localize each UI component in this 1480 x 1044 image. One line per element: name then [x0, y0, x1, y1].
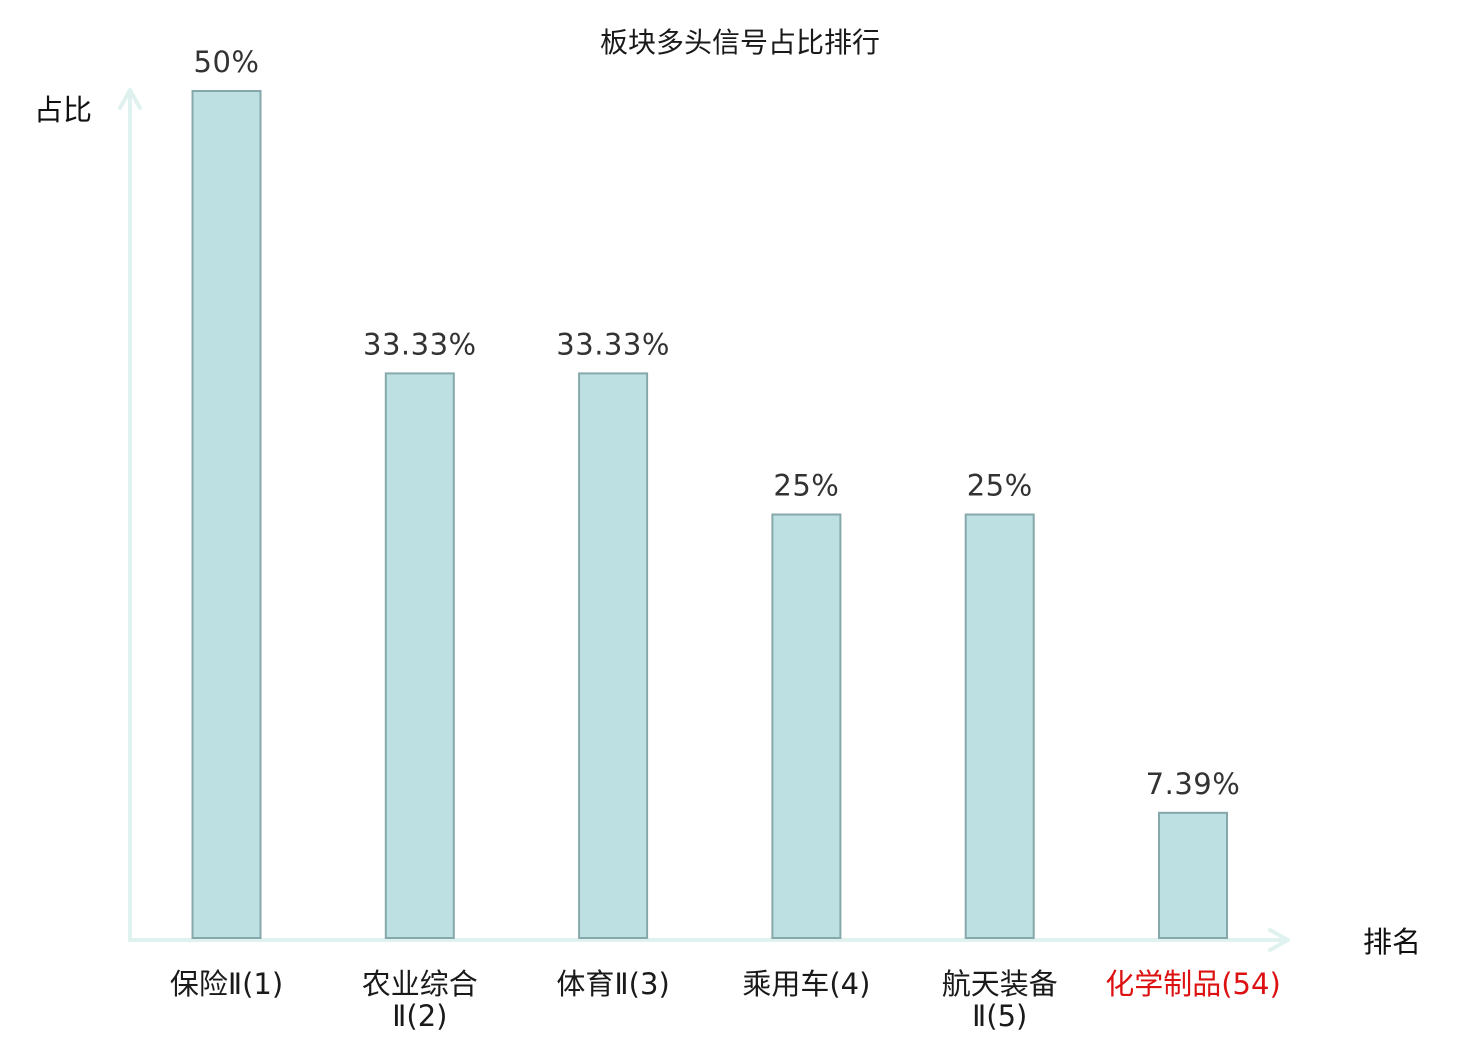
data-label: 33.33%: [363, 327, 477, 361]
x-tick-label: 农业综合: [362, 967, 478, 1001]
x-axis-label: 排名: [1363, 925, 1421, 959]
x-tick-label: 航天装备: [942, 967, 1058, 1001]
x-axis: 排名: [128, 925, 1421, 959]
bar: [771, 513, 842, 939]
x-tick-label: 乘用车(4): [742, 967, 870, 1001]
x-axis-arrow-icon: [1268, 928, 1290, 952]
bar: [191, 90, 262, 939]
x-tick-label: 保险Ⅱ(1): [170, 967, 283, 1001]
x-tick-label: 化学制品(54): [1105, 967, 1281, 1001]
y-axis: 占比: [34, 88, 142, 940]
x-tick-label: 体育Ⅱ(3): [556, 967, 669, 1001]
x-tick-label: Ⅱ(5): [972, 999, 1027, 1033]
bar: [1158, 811, 1228, 940]
y-axis-arrow-icon: [118, 88, 142, 110]
bar: [964, 513, 1035, 939]
x-tick-label: Ⅱ(2): [392, 999, 447, 1033]
bar: [578, 372, 649, 940]
data-label: 25%: [773, 469, 839, 503]
data-label: 33.33%: [556, 327, 670, 361]
data-label: 7.39%: [1146, 767, 1241, 801]
data-label: 25%: [967, 469, 1033, 503]
bar: [384, 372, 455, 940]
y-axis-label: 占比: [34, 93, 92, 127]
data-label: 50%: [194, 45, 260, 79]
data-labels: 50% 33.33% 33.33% 25% 25% 7.39%: [194, 45, 1241, 801]
bar-series: [191, 90, 1228, 940]
chart-title: 板块多头信号占比排行: [600, 26, 880, 59]
